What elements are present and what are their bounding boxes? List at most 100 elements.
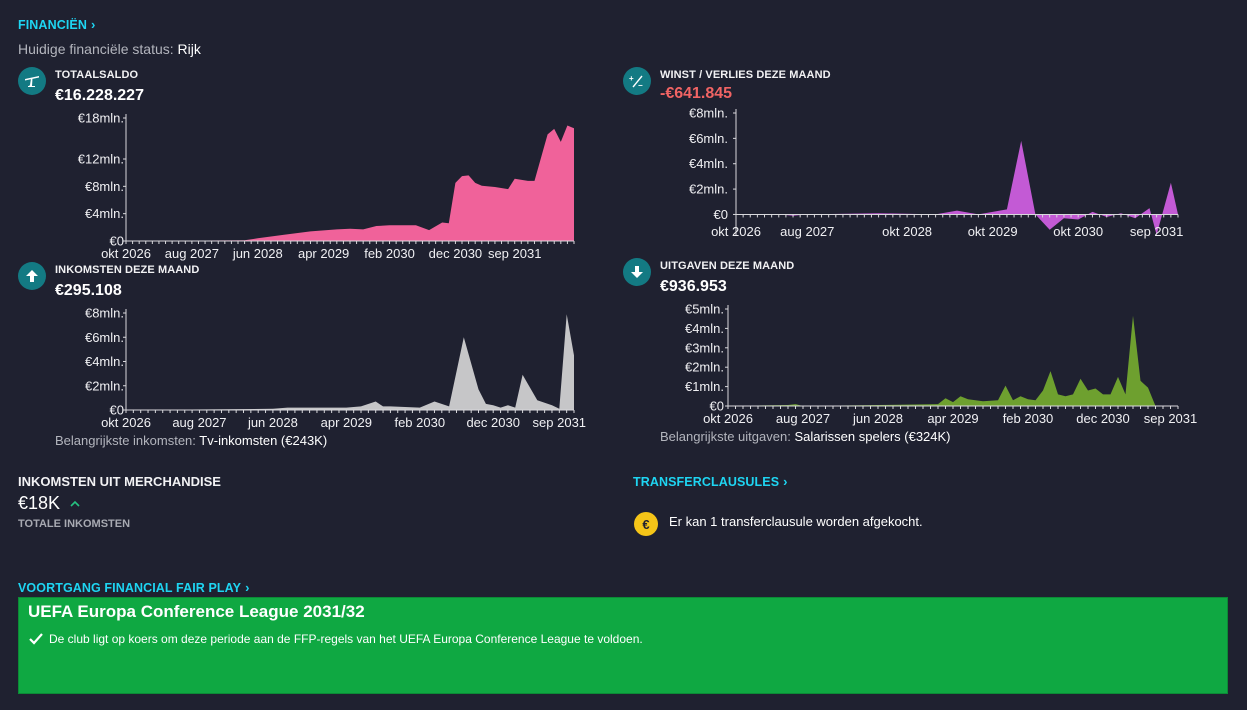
chevron-right-icon: ›: [783, 474, 788, 489]
arrow-up-icon: [18, 262, 46, 290]
balance-value: €16.228.227: [55, 87, 144, 104]
y-tick-label: €4mln.: [685, 321, 724, 336]
x-tick-label: feb 2030: [1003, 411, 1054, 426]
expenses-title: UITGAVEN DEZE MAAND: [660, 260, 795, 272]
y-tick-label: €0: [110, 234, 124, 249]
y-tick-label: €18mln.: [78, 111, 124, 126]
merchandise-subtitle: TOTALE INKOMSTEN: [18, 518, 131, 530]
y-tick-label: €8mln.: [85, 306, 124, 321]
ffp-message: De club ligt op koers om deze periode aa…: [49, 632, 643, 646]
expenses-note-label: Belangrijkste uitgaven:: [660, 429, 791, 444]
ffp-status-box: UEFA Europa Conference League 2031/32 De…: [18, 597, 1228, 694]
plus-minus-icon: + −: [623, 67, 651, 95]
x-tick-label: apr 2029: [927, 411, 978, 426]
arrow-down-icon: [623, 258, 651, 286]
checkmark-icon: [29, 633, 43, 645]
status-label: Huidige financiële status:: [18, 41, 174, 57]
x-tick-label: dec 2030: [429, 246, 483, 261]
y-tick-label: €4mln.: [689, 156, 728, 171]
x-tick-label: jun 2028: [232, 246, 283, 261]
balance-chart: €0 €4mln. €8mln. €12mln. €18mln. okt 2026 aug …: [78, 111, 575, 261]
income-note: Belangrijkste inkomsten: Tv-inkomsten (€…: [55, 433, 327, 448]
x-tick-label: okt 2026: [101, 246, 151, 261]
y-tick-label: €3mln.: [685, 340, 724, 355]
y-tick-label: €12mln.: [78, 152, 124, 167]
x-tick-label: okt 2029: [968, 224, 1018, 239]
y-tick-label: €5mln.: [685, 302, 724, 317]
income-chart: €0 €2mln. €4mln. €6mln. €8mln. okt 2026 aug 20…: [85, 306, 587, 431]
balance-scale-icon: [18, 67, 46, 95]
x-tick-label: feb 2030: [364, 246, 415, 261]
y-tick-label: €0: [714, 207, 728, 222]
x-tick-label: sep 2031: [1130, 224, 1184, 239]
x-tick-label: okt 2026: [711, 224, 761, 239]
series-area: [126, 314, 574, 410]
transfer-clauses-link-label[interactable]: TRANSFERCLAUSULES: [633, 474, 780, 489]
expenses-note: Belangrijkste uitgaven: Salarissen spele…: [660, 429, 951, 444]
svg-text:+: +: [629, 74, 634, 83]
ffp-link[interactable]: VOORTGANG FINANCIAL FAIR PLAY ›: [18, 580, 250, 595]
x-tick-label: sep 2031: [533, 415, 587, 430]
income-note-label: Belangrijkste inkomsten:: [55, 433, 196, 448]
x-tick-label: okt 2030: [1053, 224, 1103, 239]
profit-value: -€641.845: [660, 85, 733, 102]
ffp-title: UEFA Europa Conference League 2031/32: [28, 602, 365, 621]
euro-coin-icon: €: [634, 512, 658, 536]
y-tick-label: €6mln.: [689, 131, 728, 146]
ffp-message-row: De club ligt op koers om deze periode aa…: [29, 632, 643, 646]
profit-title: WINST / VERLIES DEZE MAAND: [660, 69, 831, 81]
chevron-right-icon: ›: [90, 17, 96, 32]
y-tick-label: €8mln.: [85, 179, 124, 194]
expenses-note-value: Salarissen spelers (€324K): [794, 429, 951, 444]
y-tick-label: €6mln.: [85, 330, 124, 345]
y-tick-label: €2mln.: [689, 182, 728, 197]
x-tick-label: sep 2031: [488, 246, 542, 261]
series-area: [126, 125, 574, 241]
euro-symbol: €: [642, 516, 650, 532]
y-tick-label: €0: [110, 403, 124, 418]
x-tick-label: feb 2030: [394, 415, 445, 430]
x-tick-label: sep 2031: [1144, 411, 1198, 426]
transfer-clauses-link[interactable]: TRANSFERCLAUSULES ›: [633, 474, 788, 489]
income-note-value: Tv-inkomsten (€243K): [199, 433, 328, 448]
finances-link[interactable]: FINANCIËN ›: [18, 17, 95, 32]
merchandise-value-row: €18K: [18, 493, 80, 514]
merchandise-title: INKOMSTEN UIT MERCHANDISE: [18, 474, 221, 489]
expenses-value: €936.953: [660, 278, 727, 295]
x-tick-label: aug 2027: [165, 246, 219, 261]
y-tick-label: €4mln.: [85, 354, 124, 369]
x-tick-label: jun 2028: [852, 411, 903, 426]
series-area: [736, 140, 1178, 235]
x-tick-label: aug 2027: [172, 415, 226, 430]
x-tick-label: okt 2026: [101, 415, 151, 430]
balance-title: TOTAALSALDO: [55, 69, 139, 81]
transfer-clauses-message: Er kan 1 transferclausule worden afgekoc…: [669, 514, 923, 529]
y-tick-label: €4mln.: [85, 206, 124, 221]
y-tick-label: €1mln.: [685, 379, 724, 394]
y-tick-label: €0: [710, 399, 724, 414]
chevron-up-icon: [70, 500, 80, 507]
x-tick-label: jun 2028: [247, 415, 298, 430]
x-tick-label: apr 2029: [321, 415, 372, 430]
x-tick-label: okt 2028: [882, 224, 932, 239]
chevron-right-icon: ›: [245, 580, 250, 595]
income-title: INKOMSTEN DEZE MAAND: [55, 264, 200, 276]
expenses-chart: €0 €1mln. €2mln. €3mln. €4mln. €5mln. okt 2026…: [685, 302, 1198, 427]
y-tick-label: €2mln.: [85, 378, 124, 393]
profit-chart: €0 €2mln. €4mln. €6mln. €8mln. okt 2026 aug 20…: [689, 106, 1184, 240]
y-tick-label: €2mln.: [685, 360, 724, 375]
series-area: [728, 315, 1178, 406]
x-tick-label: aug 2027: [776, 411, 830, 426]
svg-text:−: −: [638, 81, 643, 89]
x-tick-label: aug 2027: [780, 224, 834, 239]
ffp-link-label[interactable]: VOORTGANG FINANCIAL FAIR PLAY: [18, 580, 242, 595]
x-tick-label: dec 2030: [466, 415, 520, 430]
x-tick-label: dec 2030: [1076, 411, 1130, 426]
merchandise-value: €18K: [18, 493, 61, 513]
financial-status: Huidige financiële status: Rijk: [18, 41, 201, 57]
finances-link-label[interactable]: FINANCIËN: [18, 17, 87, 32]
y-tick-label: €8mln.: [689, 106, 728, 121]
status-value: Rijk: [177, 41, 201, 57]
x-tick-label: okt 2026: [703, 411, 753, 426]
x-tick-label: apr 2029: [298, 246, 349, 261]
